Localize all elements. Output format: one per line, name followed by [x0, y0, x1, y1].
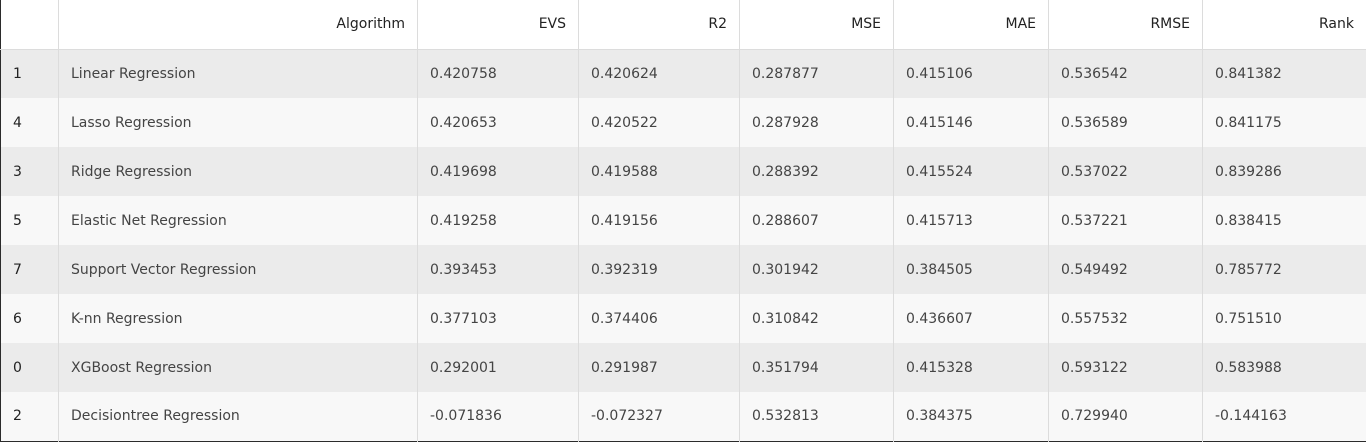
algorithm-cell: Ridge Regression — [58, 147, 418, 196]
header-mae: MAE — [893, 0, 1049, 50]
row-index: 5 — [0, 196, 59, 245]
algorithm-cell: XGBoost Regression — [58, 343, 418, 392]
algorithm-cell: Elastic Net Regression — [58, 196, 418, 245]
header-rank: Rank — [1202, 0, 1366, 50]
mae-cell: 0.415146 — [893, 98, 1049, 147]
r2-cell: 0.419156 — [578, 196, 740, 245]
row-index: 0 — [0, 343, 59, 392]
evs-cell: 0.292001 — [417, 343, 579, 392]
row-index: 3 — [0, 147, 59, 196]
rank-cell: 0.785772 — [1202, 245, 1366, 294]
r2-cell: 0.392319 — [578, 245, 740, 294]
rmse-cell: 0.537221 — [1048, 196, 1203, 245]
evs-cell: 0.419258 — [417, 196, 579, 245]
header-r2: R2 — [578, 0, 740, 50]
algorithm-cell: K-nn Regression — [58, 294, 418, 343]
header-index — [0, 0, 59, 50]
r2-cell: 0.419588 — [578, 147, 740, 196]
table-row: 6 K-nn Regression 0.377103 0.374406 0.31… — [0, 294, 1366, 343]
mae-cell: 0.384505 — [893, 245, 1049, 294]
mae-cell: 0.415524 — [893, 147, 1049, 196]
mae-cell: 0.415106 — [893, 49, 1049, 98]
header-evs: EVS — [417, 0, 579, 50]
mae-cell: 0.384375 — [893, 392, 1049, 441]
algorithm-cell: Decisiontree Regression — [58, 392, 418, 441]
algorithm-cell: Lasso Regression — [58, 98, 418, 147]
header-mse: MSE — [739, 0, 894, 50]
evs-cell: 0.393453 — [417, 245, 579, 294]
table-row: 1 Linear Regression 0.420758 0.420624 0.… — [0, 49, 1366, 98]
header-algorithm: Algorithm — [58, 0, 418, 50]
evs-cell: 0.420653 — [417, 98, 579, 147]
rank-cell: 0.839286 — [1202, 147, 1366, 196]
table-row: 5 Elastic Net Regression 0.419258 0.4191… — [0, 196, 1366, 245]
table-row: 4 Lasso Regression 0.420653 0.420522 0.2… — [0, 98, 1366, 147]
mse-cell: 0.310842 — [739, 294, 894, 343]
rmse-cell: 0.729940 — [1048, 392, 1203, 441]
evs-cell: 0.419698 — [417, 147, 579, 196]
mse-cell: 0.288607 — [739, 196, 894, 245]
evs-cell: 0.377103 — [417, 294, 579, 343]
mae-cell: 0.415328 — [893, 343, 1049, 392]
rmse-cell: 0.557532 — [1048, 294, 1203, 343]
mse-cell: 0.287877 — [739, 49, 894, 98]
header-rmse: RMSE — [1048, 0, 1203, 50]
table-row: 3 Ridge Regression 0.419698 0.419588 0.2… — [0, 147, 1366, 196]
rank-cell: 0.838415 — [1202, 196, 1366, 245]
r2-cell: 0.374406 — [578, 294, 740, 343]
rmse-cell: 0.536542 — [1048, 49, 1203, 98]
evs-cell: 0.420758 — [417, 49, 579, 98]
mse-cell: 0.532813 — [739, 392, 894, 441]
r2-cell: 0.291987 — [578, 343, 740, 392]
table-row: 2 Decisiontree Regression -0.071836 -0.0… — [0, 392, 1366, 441]
evs-cell: -0.071836 — [417, 392, 579, 441]
rank-cell: 0.841175 — [1202, 98, 1366, 147]
rmse-cell: 0.549492 — [1048, 245, 1203, 294]
rmse-cell: 0.536589 — [1048, 98, 1203, 147]
mse-cell: 0.351794 — [739, 343, 894, 392]
algorithm-cell: Linear Regression — [58, 49, 418, 98]
header-row: Algorithm EVS R2 MSE MAE RMSE Rank — [0, 0, 1366, 50]
rank-cell: -0.144163 — [1202, 392, 1366, 441]
mse-cell: 0.301942 — [739, 245, 894, 294]
r2-cell: 0.420522 — [578, 98, 740, 147]
rank-cell: 0.751510 — [1202, 294, 1366, 343]
row-index: 4 — [0, 98, 59, 147]
algorithm-cell: Support Vector Regression — [58, 245, 418, 294]
rmse-cell: 0.593122 — [1048, 343, 1203, 392]
table-row: 7 Support Vector Regression 0.393453 0.3… — [0, 245, 1366, 294]
row-index: 7 — [0, 245, 59, 294]
mse-cell: 0.287928 — [739, 98, 894, 147]
row-index: 1 — [0, 49, 59, 98]
mae-cell: 0.415713 — [893, 196, 1049, 245]
r2-cell: -0.072327 — [578, 392, 740, 441]
mae-cell: 0.436607 — [893, 294, 1049, 343]
rank-cell: 0.841382 — [1202, 49, 1366, 98]
r2-cell: 0.420624 — [578, 49, 740, 98]
rank-cell: 0.583988 — [1202, 343, 1366, 392]
row-index: 6 — [0, 294, 59, 343]
table-row: 0 XGBoost Regression 0.292001 0.291987 0… — [0, 343, 1366, 392]
rmse-cell: 0.537022 — [1048, 147, 1203, 196]
row-index: 2 — [0, 392, 59, 441]
mse-cell: 0.288392 — [739, 147, 894, 196]
